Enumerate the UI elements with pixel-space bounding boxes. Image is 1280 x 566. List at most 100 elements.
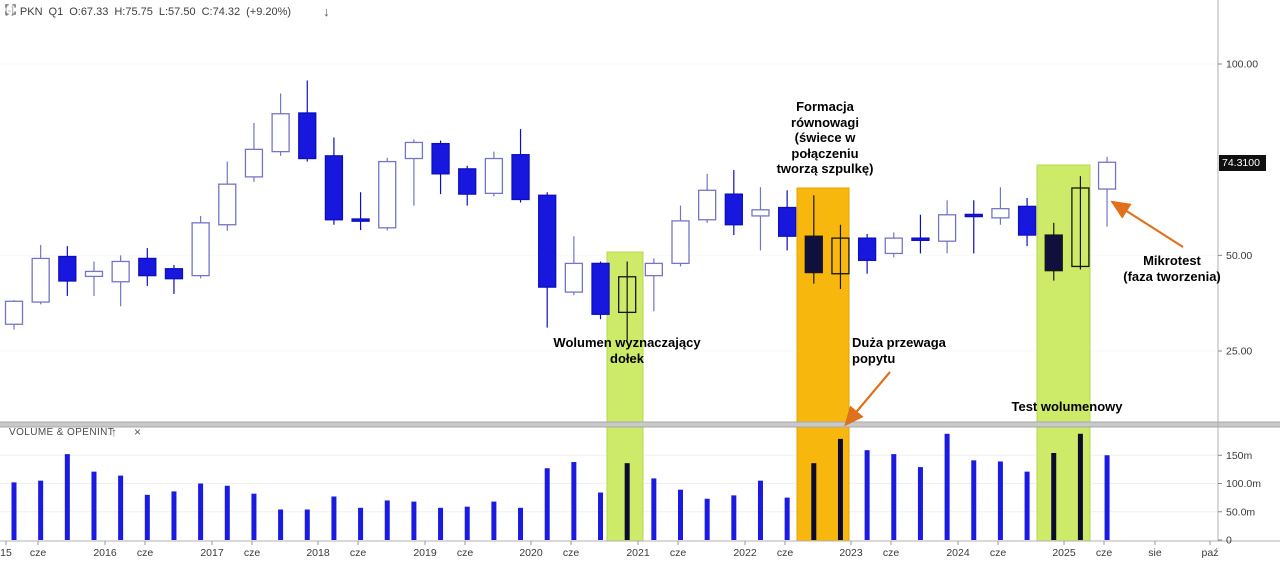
candle bbox=[857, 237, 877, 261]
volume-bar bbox=[91, 471, 97, 540]
candle bbox=[218, 183, 237, 226]
annotation-duza-przewaga-popytu: Duża przewaga popytu bbox=[852, 335, 946, 366]
candle bbox=[138, 257, 157, 277]
volume-bar bbox=[304, 509, 310, 540]
time-axis-label: 15 bbox=[0, 547, 12, 559]
time-axis-label: cze bbox=[30, 547, 47, 559]
annotation-line: (faza tworzenia) bbox=[1123, 268, 1221, 284]
candle bbox=[964, 213, 983, 218]
candle bbox=[937, 214, 957, 242]
annotation-line: Wolumen wyznaczający bbox=[553, 335, 701, 350]
volume-bar bbox=[704, 498, 710, 540]
candle bbox=[404, 141, 424, 160]
scroll-to-recent-icon[interactable]: ↓ bbox=[323, 4, 330, 19]
time-axis-label: 2017 bbox=[200, 547, 224, 559]
candle bbox=[591, 262, 610, 315]
annotation-mikrotest: Mikrotest (faza tworzenia) bbox=[1123, 253, 1221, 284]
volume-bar bbox=[278, 509, 284, 540]
volume-bar bbox=[864, 450, 870, 540]
annotation-line: tworzą szpulkę) bbox=[776, 161, 874, 176]
time-axis-label: 2022 bbox=[733, 547, 757, 559]
time-axis-label: paź bbox=[1202, 547, 1219, 559]
volume-bar bbox=[651, 478, 657, 540]
arrow-duza-przewaga bbox=[844, 371, 891, 427]
volume-pane-title: VOLUME & OPENINT bbox=[9, 427, 115, 438]
last-price-tag: 74.3100 bbox=[1219, 155, 1266, 171]
annotation-line: Test wolumenowy bbox=[1011, 399, 1123, 414]
candle bbox=[378, 160, 397, 229]
candle bbox=[911, 237, 930, 241]
ohlc-high: H:75.75 bbox=[114, 5, 153, 18]
arrow-mikrotest bbox=[1110, 200, 1184, 248]
volume-bar bbox=[11, 482, 17, 540]
time-axis-label: cze bbox=[1096, 547, 1113, 559]
ohlc-close: C:74.32 bbox=[201, 5, 241, 18]
annotation-formacja-rownowagi: Formacja równowagi (świece w połączeniu twor… bbox=[777, 99, 874, 177]
volume-bar bbox=[1051, 452, 1057, 540]
candle bbox=[31, 257, 50, 303]
price-axis-label: 50.00 bbox=[1226, 250, 1252, 262]
volume-bar bbox=[251, 493, 257, 540]
time-axis-label: cze bbox=[777, 547, 794, 559]
volume-bar bbox=[518, 507, 524, 540]
volume-bar bbox=[1077, 433, 1083, 540]
volume-bar bbox=[731, 495, 737, 540]
volume-bar bbox=[891, 454, 897, 540]
candle bbox=[271, 113, 290, 153]
price-axis-label: 25.00 bbox=[1226, 346, 1252, 358]
candle bbox=[244, 148, 264, 178]
candle bbox=[671, 220, 690, 265]
price-axis-label: 100.00 bbox=[1226, 59, 1258, 71]
candle bbox=[4, 300, 24, 325]
annotation-line: Formacja bbox=[796, 99, 854, 114]
volume-bar bbox=[571, 462, 577, 540]
time-axis-label: 2021 bbox=[626, 547, 650, 559]
time-axis-label: 2025 bbox=[1052, 547, 1076, 559]
candle bbox=[724, 193, 743, 226]
candle bbox=[191, 222, 210, 277]
candle bbox=[884, 237, 903, 255]
annotation-line: dołek bbox=[610, 350, 644, 366]
candle bbox=[538, 194, 557, 288]
time-axis-label: 2016 bbox=[93, 547, 117, 559]
volume-bar bbox=[971, 460, 977, 540]
candle bbox=[1097, 161, 1117, 190]
volume-close-icon[interactable]: × bbox=[134, 425, 142, 439]
ohlc-open: O:67.33 bbox=[69, 5, 109, 18]
time-axis-label: 2024 bbox=[946, 547, 970, 559]
candle bbox=[1044, 234, 1063, 272]
volume-bar bbox=[464, 506, 470, 540]
candle bbox=[831, 237, 850, 275]
volume-bar bbox=[491, 501, 497, 540]
candle bbox=[351, 218, 370, 222]
annotation-line: popytu bbox=[852, 350, 896, 366]
volume-bar bbox=[438, 507, 444, 540]
volume-axis-label: 0 bbox=[1226, 535, 1232, 547]
candle bbox=[324, 155, 344, 221]
volume-move-up-icon[interactable]: ↑ bbox=[111, 425, 117, 439]
volume-bar bbox=[811, 463, 817, 540]
candle bbox=[777, 206, 797, 237]
volume-axis-label: 150m bbox=[1226, 450, 1253, 462]
time-axis-label: cze bbox=[883, 547, 900, 559]
volume-bar bbox=[997, 461, 1003, 540]
volume-bar bbox=[171, 491, 177, 540]
candle bbox=[991, 208, 1010, 219]
volume-bar bbox=[118, 475, 124, 540]
pane-separator[interactable] bbox=[0, 422, 1280, 427]
pane-collapse-icon[interactable]: [-] bbox=[5, 6, 14, 17]
candle bbox=[431, 142, 450, 175]
volume-bar bbox=[784, 497, 790, 540]
interval-label: Q1 bbox=[48, 5, 64, 18]
ohlc-low: L:57.50 bbox=[158, 5, 196, 18]
volume-bar bbox=[1104, 455, 1110, 540]
time-axis-label: cze bbox=[244, 547, 261, 559]
volume-bar bbox=[331, 496, 337, 540]
volume-axis-label: 100.0m bbox=[1226, 478, 1261, 490]
volume-bar bbox=[624, 463, 630, 540]
candle bbox=[751, 209, 770, 217]
volume-bar bbox=[224, 485, 230, 540]
candle bbox=[484, 157, 504, 195]
